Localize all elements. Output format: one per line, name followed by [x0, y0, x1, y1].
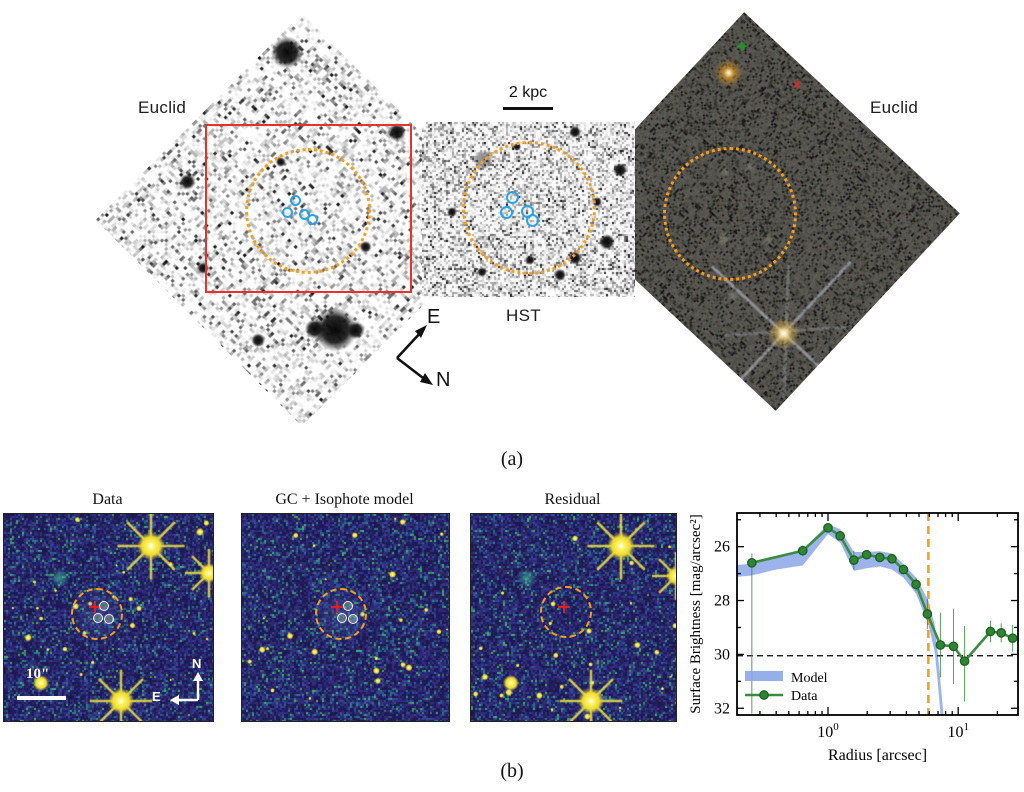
aperture-circle-residual	[540, 586, 592, 638]
caption-a: (a)	[500, 448, 524, 470]
svg-text:Radius [arcsec]: Radius [arcsec]	[828, 747, 927, 762]
compass-north-label-b: N	[192, 656, 202, 671]
telescope-label-euclid-right: Euclid	[870, 98, 919, 117]
svg-text:Surface Brightness [mag/arcsec: Surface Brightness [mag/arcsec²]	[690, 514, 704, 713]
panel-title-model: GC + Isophote model	[275, 491, 414, 508]
gc-marker	[99, 601, 109, 611]
svg-text:Model: Model	[791, 671, 828, 686]
aperture-circle-data	[71, 588, 123, 640]
caption-b: (b)	[500, 760, 524, 782]
compass-a-icon	[396, 325, 433, 385]
svg-text:Data: Data	[791, 689, 818, 704]
aperture-circle-model	[315, 588, 367, 640]
gc-candidate-marker	[526, 214, 539, 227]
panel-title-residual: Residual	[544, 491, 601, 508]
gc-marker	[104, 614, 114, 624]
aperture-circle-hst	[462, 141, 596, 275]
gc-marker	[337, 613, 347, 623]
scalebar-label-2kpc: 2 kpc	[508, 84, 548, 101]
compass-east-label: E	[427, 306, 441, 328]
svg-text:26: 26	[714, 539, 730, 556]
gc-isophote-model-image	[241, 513, 450, 722]
residual-image	[470, 513, 677, 722]
telescope-label-euclid-left: Euclid	[138, 98, 187, 117]
gc-candidate-marker	[500, 206, 513, 219]
scalebar-2kpc	[503, 107, 553, 110]
gc-candidate-marker	[282, 207, 293, 218]
compass-north-label: N	[436, 369, 451, 391]
center-marker-residual	[558, 601, 570, 613]
gc-marker	[343, 601, 353, 611]
center-marker-model	[331, 601, 343, 613]
svg-text:32: 32	[714, 700, 730, 717]
surface-brightness-plot: 100 101 26 28 30 32 Radius [arcsec] Surface Bri…	[690, 512, 1019, 762]
scalebar-10arcsec	[17, 696, 66, 700]
hst-footprint-box	[205, 124, 412, 293]
aperture-circle-euclid-color	[663, 147, 797, 281]
svg-text:30: 30	[714, 646, 730, 663]
compass-b-icon	[170, 672, 203, 705]
compass-east-label-b: E	[152, 689, 161, 704]
svg-text:101: 101	[947, 721, 969, 741]
gc-candidate-marker	[506, 191, 519, 204]
gc-marker	[348, 614, 358, 624]
telescope-label-hst: HST	[506, 306, 541, 325]
scalebar-label-10arcsec: 10"	[26, 666, 50, 682]
gc-marker	[93, 613, 103, 623]
panel-title-data: Data	[92, 491, 123, 508]
gc-candidate-marker	[307, 214, 318, 225]
gc-candidate-marker	[290, 195, 301, 206]
aperture-circle-euclid-vis	[245, 148, 371, 274]
svg-text:100: 100	[817, 721, 839, 741]
svg-text:28: 28	[714, 593, 730, 610]
